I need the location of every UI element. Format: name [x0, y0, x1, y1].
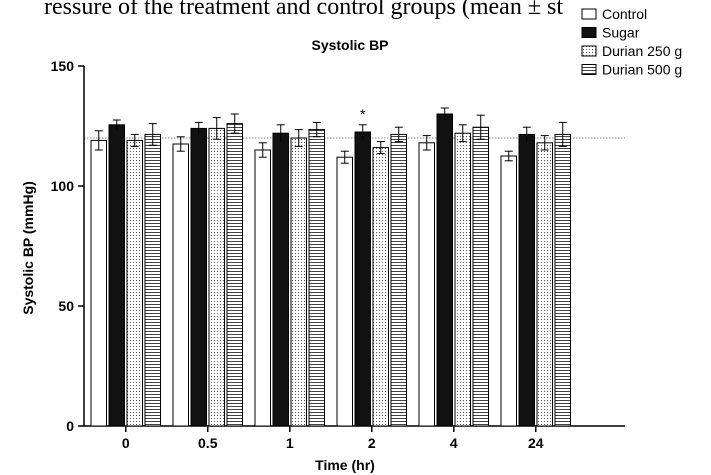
bar [208, 127, 225, 427]
y-tick-label: 0 [66, 418, 74, 434]
legend-label: Durian 250 g [602, 43, 682, 59]
bar [336, 156, 353, 427]
legend-label: Durian 500 g [602, 62, 682, 78]
bar [226, 123, 243, 427]
chart-title: Systolic BP [311, 37, 388, 53]
bar [272, 132, 289, 427]
x-axis-label: Time (hr) [315, 457, 375, 473]
bar [354, 131, 371, 427]
legend-swatch [581, 64, 597, 75]
bar [472, 126, 489, 427]
legend-label: Sugar [602, 25, 640, 41]
legend-swatch [581, 27, 597, 38]
bar [454, 132, 471, 427]
bar [108, 124, 125, 427]
bar [518, 133, 535, 427]
bar [290, 137, 307, 427]
bar [308, 129, 325, 427]
legend-swatch [581, 45, 597, 57]
bar [390, 133, 407, 427]
legend-swatch [581, 8, 597, 20]
bar [126, 139, 143, 427]
x-tick-label: 0 [122, 435, 130, 451]
bar [90, 139, 107, 427]
x-tick-label: 1 [286, 435, 294, 451]
header-text: ressure of the treatment and control gro… [44, 0, 563, 20]
bar [554, 133, 571, 427]
bar [436, 113, 453, 427]
bar [372, 147, 389, 427]
y-tick-label: 150 [51, 58, 75, 74]
bar [190, 127, 207, 427]
y-tick-label: 100 [51, 178, 75, 194]
x-tick-label: 2 [368, 435, 376, 451]
significance-marker: * [360, 106, 366, 122]
bar [418, 142, 435, 427]
legend: Control Sugar Durian 250 g Durian 500 g [581, 6, 682, 78]
x-tick-label: 24 [528, 435, 544, 451]
x-tick-label: 4 [450, 435, 458, 451]
bar [500, 155, 517, 427]
bar [172, 143, 189, 427]
y-axis-label: Systolic BP (mmHg) [20, 181, 36, 315]
bar [536, 142, 553, 427]
legend-label: Control [602, 6, 647, 22]
bar [254, 149, 271, 427]
x-tick-label: 0.5 [198, 435, 218, 451]
y-tick-label: 50 [58, 298, 74, 314]
bar [144, 133, 161, 427]
